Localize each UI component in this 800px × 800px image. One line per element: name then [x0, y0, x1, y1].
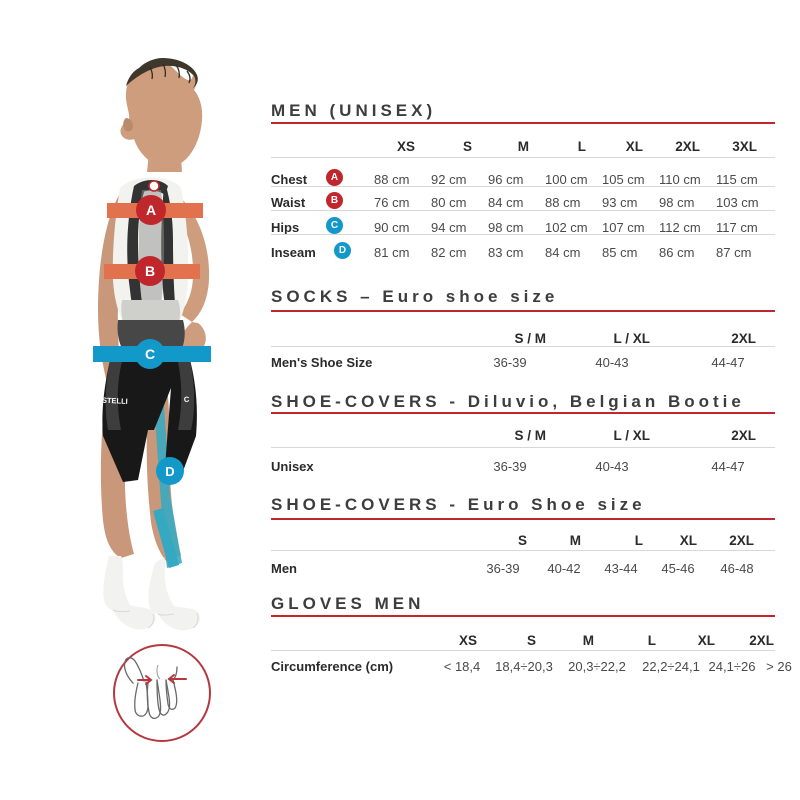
svg-text:D: D [165, 464, 174, 479]
svg-text:B: B [145, 263, 155, 279]
svg-text:C: C [145, 346, 155, 362]
svg-text:A: A [146, 202, 156, 218]
svg-text:CASTELLI: CASTELLI [91, 395, 128, 406]
